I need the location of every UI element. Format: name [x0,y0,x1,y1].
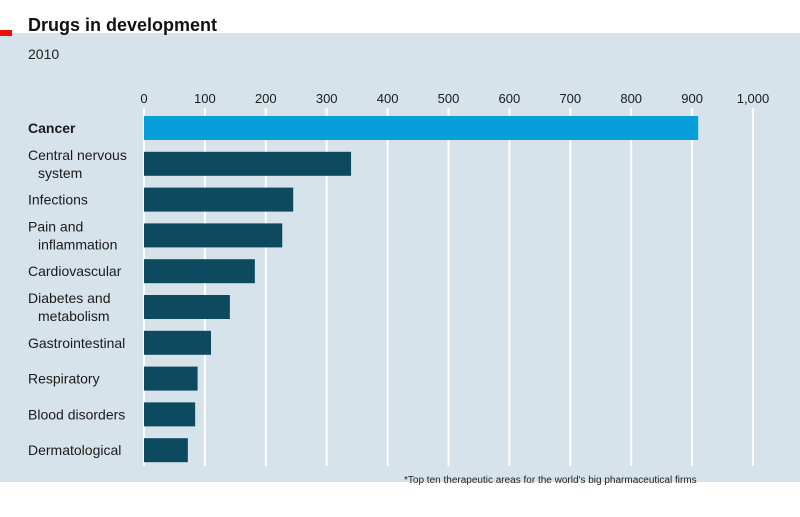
x-tick-label: 800 [620,91,642,106]
bar [144,151,352,176]
x-tick-label: 0 [140,91,147,106]
chart-background [0,33,800,482]
x-tick-label: 900 [681,91,703,106]
bar [144,330,211,355]
category-label: inflammation [38,236,117,252]
bar [144,259,255,284]
x-tick-label: 700 [559,91,581,106]
brand-red-tag [0,30,12,36]
bar [144,223,283,248]
x-tick-label: 1,000 [737,91,770,106]
category-label: Gastrointestinal [28,335,125,351]
bar [144,438,188,463]
bar [144,187,294,212]
category-label: Cancer [28,120,76,136]
category-label: system [38,165,82,181]
category-label: Infections [28,192,88,208]
category-label: Diabetes and [28,290,111,306]
bar [144,402,196,427]
x-tick-label: 500 [438,91,460,106]
category-label: Central nervous [28,147,127,163]
x-tick-label: 300 [316,91,338,106]
category-label: Blood disorders [28,406,125,422]
x-tick-label: 100 [194,91,216,106]
category-label: Respiratory [28,371,100,387]
category-label: metabolism [38,308,110,324]
category-label: Dermatological [28,442,121,458]
category-label: Cardiovascular [28,263,122,279]
bar [144,116,699,140]
bar [144,366,198,391]
bar [144,295,230,319]
chart-subtitle: 2010 [28,46,60,62]
chart-footnote: *Top ten therapeutic areas for the world… [404,475,697,486]
x-tick-label: 200 [255,91,277,106]
x-tick-label: 600 [499,91,521,106]
x-tick-label: 400 [377,91,399,106]
category-label: Pain and [28,218,83,234]
chart-title: Drugs in development [28,15,218,35]
